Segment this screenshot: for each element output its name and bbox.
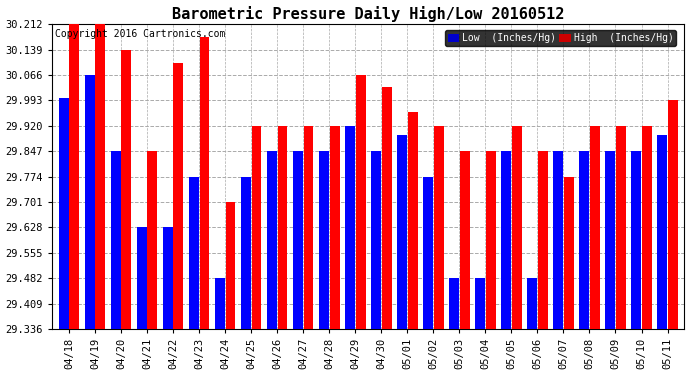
Legend: Low  (Inches/Hg), High  (Inches/Hg): Low (Inches/Hg), High (Inches/Hg)	[444, 30, 676, 46]
Bar	[668, 100, 678, 329]
Bar	[423, 177, 433, 329]
Bar	[241, 177, 250, 329]
Bar	[590, 126, 600, 329]
Bar	[616, 126, 626, 329]
Bar	[512, 126, 522, 329]
Bar	[475, 278, 485, 329]
Bar	[501, 151, 511, 329]
Bar	[658, 135, 667, 329]
Bar	[382, 87, 391, 329]
Bar	[642, 126, 652, 329]
Bar	[564, 177, 573, 329]
Bar	[173, 63, 184, 329]
Bar	[252, 126, 262, 329]
Bar	[111, 151, 121, 329]
Bar	[163, 228, 172, 329]
Bar	[277, 126, 288, 329]
Bar	[148, 151, 157, 329]
Bar	[199, 37, 209, 329]
Bar	[408, 112, 417, 329]
Bar	[330, 126, 339, 329]
Bar	[460, 151, 470, 329]
Bar	[59, 98, 68, 329]
Bar	[527, 278, 537, 329]
Text: Copyright 2016 Cartronics.com: Copyright 2016 Cartronics.com	[55, 28, 226, 39]
Title: Barometric Pressure Daily High/Low 20160512: Barometric Pressure Daily High/Low 20160…	[172, 6, 564, 21]
Bar	[215, 278, 225, 329]
Bar	[319, 151, 329, 329]
Bar	[579, 151, 589, 329]
Bar	[95, 24, 106, 329]
Bar	[371, 151, 381, 329]
Bar	[397, 135, 407, 329]
Bar	[345, 126, 355, 329]
Bar	[121, 50, 131, 329]
Bar	[355, 75, 366, 329]
Bar	[538, 151, 548, 329]
Bar	[434, 126, 444, 329]
Bar	[605, 151, 615, 329]
Bar	[553, 151, 563, 329]
Bar	[449, 278, 459, 329]
Bar	[226, 202, 235, 329]
Bar	[267, 151, 277, 329]
Bar	[70, 24, 79, 329]
Bar	[293, 151, 303, 329]
Bar	[189, 177, 199, 329]
Bar	[304, 126, 313, 329]
Bar	[486, 151, 495, 329]
Bar	[137, 228, 147, 329]
Bar	[85, 75, 95, 329]
Bar	[631, 151, 641, 329]
